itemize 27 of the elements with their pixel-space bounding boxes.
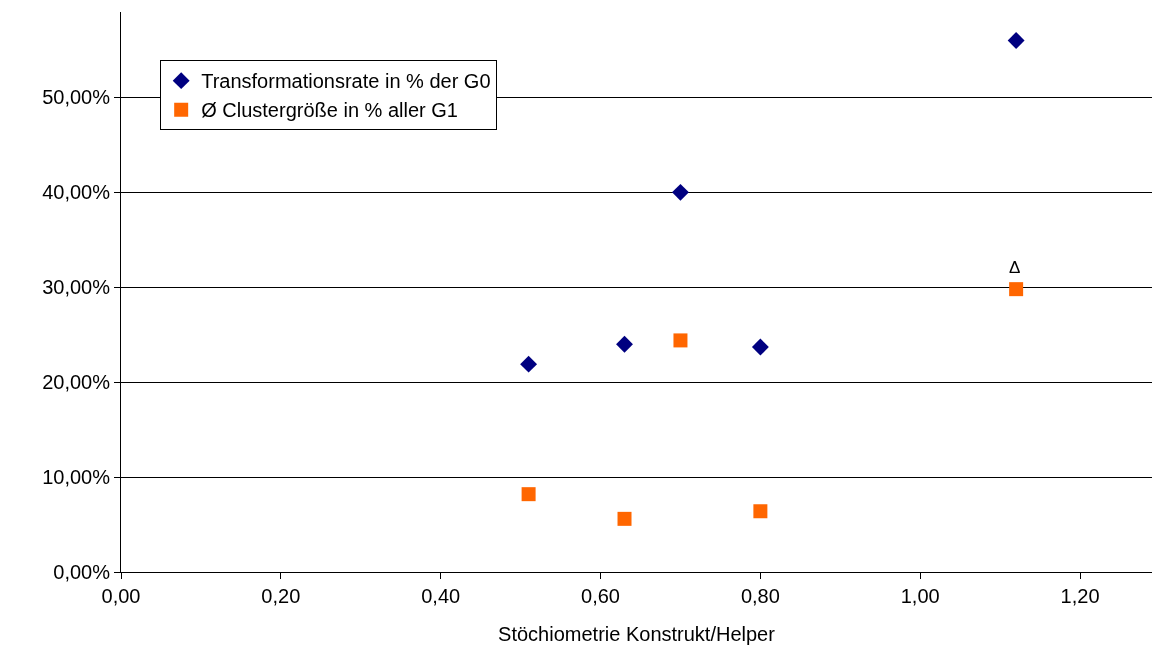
point [1009,282,1024,297]
legend-label: Transformationsrate in % der G0 [201,70,491,93]
annotation: Δ [1009,258,1021,277]
x-tick-label: 0,80 [740,585,780,607]
x-tick-label: 0,20 [261,585,301,607]
y-tick-label: 50,00% [42,86,111,109]
point [521,487,536,502]
x-tick-label: 0,00 [101,585,141,607]
point [672,183,689,201]
x-axis-title: Stöchiometrie Konstrukt/Helper [498,622,776,645]
point [616,335,633,353]
x-tick-label: 0,40 [421,585,461,607]
point [751,338,769,356]
y-tick-label: 30,00% [42,276,111,299]
point [520,355,538,373]
y-tick-label: 10,00% [42,466,111,489]
x-tick-label: 1,00 [900,585,940,607]
x-tick-label: 1,20 [1060,585,1100,607]
y-tick-label: 20,00% [42,371,111,394]
legend-label: Ø Clustergröße in % aller G1 [201,99,458,122]
y-tick-label: 40,00% [42,181,111,204]
point [1007,32,1025,49]
x-tick-label: 0,60 [581,585,620,607]
point [753,504,768,519]
y-tick-label: 0,00% [53,561,111,583]
point [673,333,688,348]
point [617,511,632,526]
